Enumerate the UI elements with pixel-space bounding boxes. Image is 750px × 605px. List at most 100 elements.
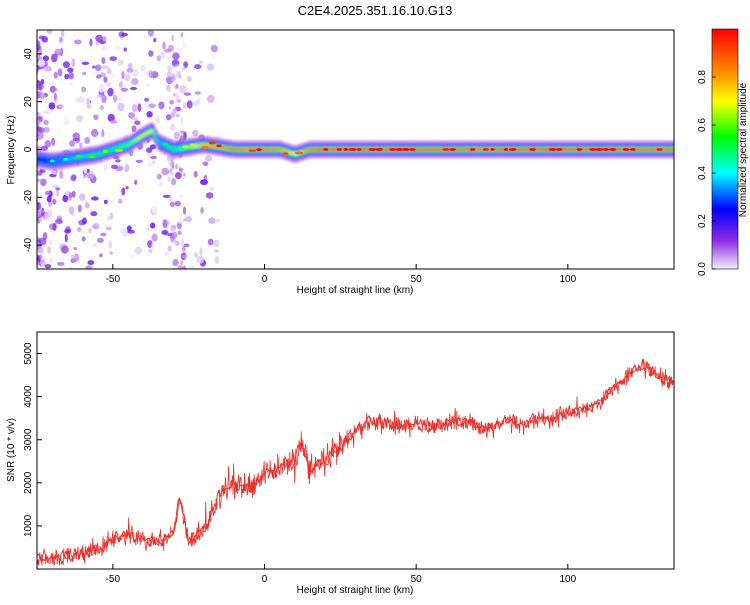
spectrogram-noise-blob xyxy=(117,59,124,66)
spectrogram-noise-blob xyxy=(175,163,178,170)
spectrogram-noise-blob xyxy=(170,123,176,131)
spectrogram-ridge-cell xyxy=(180,146,182,150)
spectrogram-noise-blob xyxy=(84,265,93,269)
spectrogram-noise-blob xyxy=(200,207,204,214)
spectrogram-noise-blob xyxy=(53,92,57,102)
spectrogram-ridge-cell xyxy=(72,156,75,160)
spectrogram-ridge-cell xyxy=(120,145,122,149)
spectrogram-ridge-cell xyxy=(111,148,113,152)
spectrogram-noise-blob xyxy=(109,251,113,255)
spectrogram-ridge-cell xyxy=(112,147,115,151)
spectrogram-noise-blob xyxy=(175,83,179,89)
spectrogram-noise-blob xyxy=(159,182,164,187)
spectrogram-ridge-cell xyxy=(429,148,432,151)
spectrogram-ridge-peak xyxy=(375,148,383,151)
spectrogram-noise-blob xyxy=(58,36,63,43)
spectrogram-ridge-cell xyxy=(640,148,643,151)
spectrogram-noise-blob xyxy=(180,117,184,125)
spectrogram-ridge-cell xyxy=(122,145,124,148)
spectrogram-noise-blob xyxy=(42,232,48,241)
spectrogram-ridge-cell xyxy=(147,131,150,135)
spectrogram-noise-blob xyxy=(106,67,112,75)
spectrogram-ridge-cell xyxy=(438,148,441,151)
spectrogram-noise-blob xyxy=(170,227,176,233)
spectrogram-noise-blob xyxy=(194,252,198,258)
spectrogram-ridge-peak xyxy=(556,148,563,151)
spectrogram-noise-blob xyxy=(43,119,49,126)
spectrogram-ridge-cell xyxy=(45,159,48,162)
spectrogram-noise-blob xyxy=(182,254,188,259)
spectrogram-ridge-peak xyxy=(503,148,509,151)
spectrogram-ridge-cell xyxy=(69,157,71,161)
spectrogram-ridge-cell xyxy=(384,148,386,151)
spectrogram-noise-blob xyxy=(100,232,107,237)
spectrogram-noise-blob xyxy=(177,230,182,236)
spectrogram-noise-blob xyxy=(170,65,175,69)
spectrogram-ridge-cell xyxy=(96,152,99,156)
spectrogram-noise-blob xyxy=(187,76,192,82)
spectrogram-ridge-cell xyxy=(655,148,657,151)
spectrogram-ridge-cell xyxy=(537,148,539,151)
spectrogram-ridge-peak xyxy=(343,148,349,151)
spectrogram-ridge-peak xyxy=(595,148,604,151)
spectrogram-ridge-cell xyxy=(318,148,321,151)
spectrogram-ridge-cell xyxy=(76,156,79,159)
spectrogram-noise-blob xyxy=(39,209,45,213)
spectrogram-noise-blob xyxy=(100,72,106,78)
spectrogram-noise-blob xyxy=(37,118,41,128)
spectrogram-ridge-cell xyxy=(149,130,151,134)
spectrogram-noise-blob xyxy=(155,174,160,178)
spectrogram-noise-blob xyxy=(183,173,186,177)
spectrogram-ridge-cell xyxy=(420,148,423,151)
spectrogram-noise-blob xyxy=(46,195,52,203)
spectrogram-noise-blob xyxy=(151,242,155,250)
spectrogram-ridge-cell xyxy=(293,152,295,156)
spectrogram-ridge-cell xyxy=(433,148,435,151)
spectrogram-noise-blob xyxy=(145,83,150,88)
spectrogram-ridge-cell xyxy=(207,143,210,147)
spectrogram-ridge-peak xyxy=(442,148,450,151)
spectrogram-ridge-cell xyxy=(566,148,568,151)
spectrogram-y-tick-label: 0 xyxy=(23,146,34,152)
spectrogram-noise-blob xyxy=(164,251,169,257)
spectrogram-noise-blob xyxy=(209,187,215,191)
spectrogram-ridge-cell xyxy=(223,146,226,150)
spectrogram-ridge-cell xyxy=(229,147,232,151)
spectrogram-noise-blob xyxy=(118,198,123,204)
spectrogram-noise-blob xyxy=(38,111,44,117)
spectrogram-noise-blob xyxy=(40,178,47,187)
spectrogram-noise-blob xyxy=(214,219,221,223)
spectrogram-ridge-cell xyxy=(294,152,297,156)
spectrogram-noise-blob xyxy=(206,63,215,71)
spectrogram-noise-blob xyxy=(63,119,70,126)
spectrogram-noise-blob xyxy=(43,110,48,114)
spectrogram-noise-blob xyxy=(148,103,156,109)
spectrogram-noise-blob xyxy=(169,99,175,105)
spectrogram-ridge-cell xyxy=(518,148,521,151)
spectrogram-noise-blob xyxy=(55,218,63,225)
spectrogram-noise-blob xyxy=(147,240,153,248)
spectrogram-ridge-cell xyxy=(154,134,157,138)
spectrogram-noise-blob xyxy=(112,94,118,103)
spectrogram-noise-blob xyxy=(182,66,186,71)
snr-x-tick-label: -50 xyxy=(106,574,121,585)
spectrogram-x-tick-label: 0 xyxy=(262,274,268,285)
spectrogram-noise-blob xyxy=(109,120,117,124)
snr-panel: -50 0 50 100 1000 2000 3000 4000 5000 Height of… xyxy=(6,331,675,596)
spectrogram-noise-blob xyxy=(213,239,220,248)
spectrogram-ridge-cell xyxy=(495,148,497,151)
spectrogram-ridge-cell xyxy=(61,158,64,162)
spectrogram-noise-blob xyxy=(37,260,40,266)
spectrogram-noise-blob xyxy=(96,94,104,99)
spectrogram-noise-blob xyxy=(202,161,209,167)
spectrogram-noise-blob xyxy=(43,126,50,133)
spectrogram-noise-blob xyxy=(180,130,185,134)
spectrogram-noise-blob xyxy=(214,255,220,265)
spectrogram-noise-blob xyxy=(182,43,188,49)
spectrogram-ridge-peak xyxy=(548,148,557,151)
spectrogram-ridge-cell xyxy=(638,148,641,151)
spectrogram-ridge-cell xyxy=(666,148,668,151)
spectrogram-ridge-cell xyxy=(136,137,139,141)
spectrogram-ridge-cell xyxy=(427,148,430,151)
